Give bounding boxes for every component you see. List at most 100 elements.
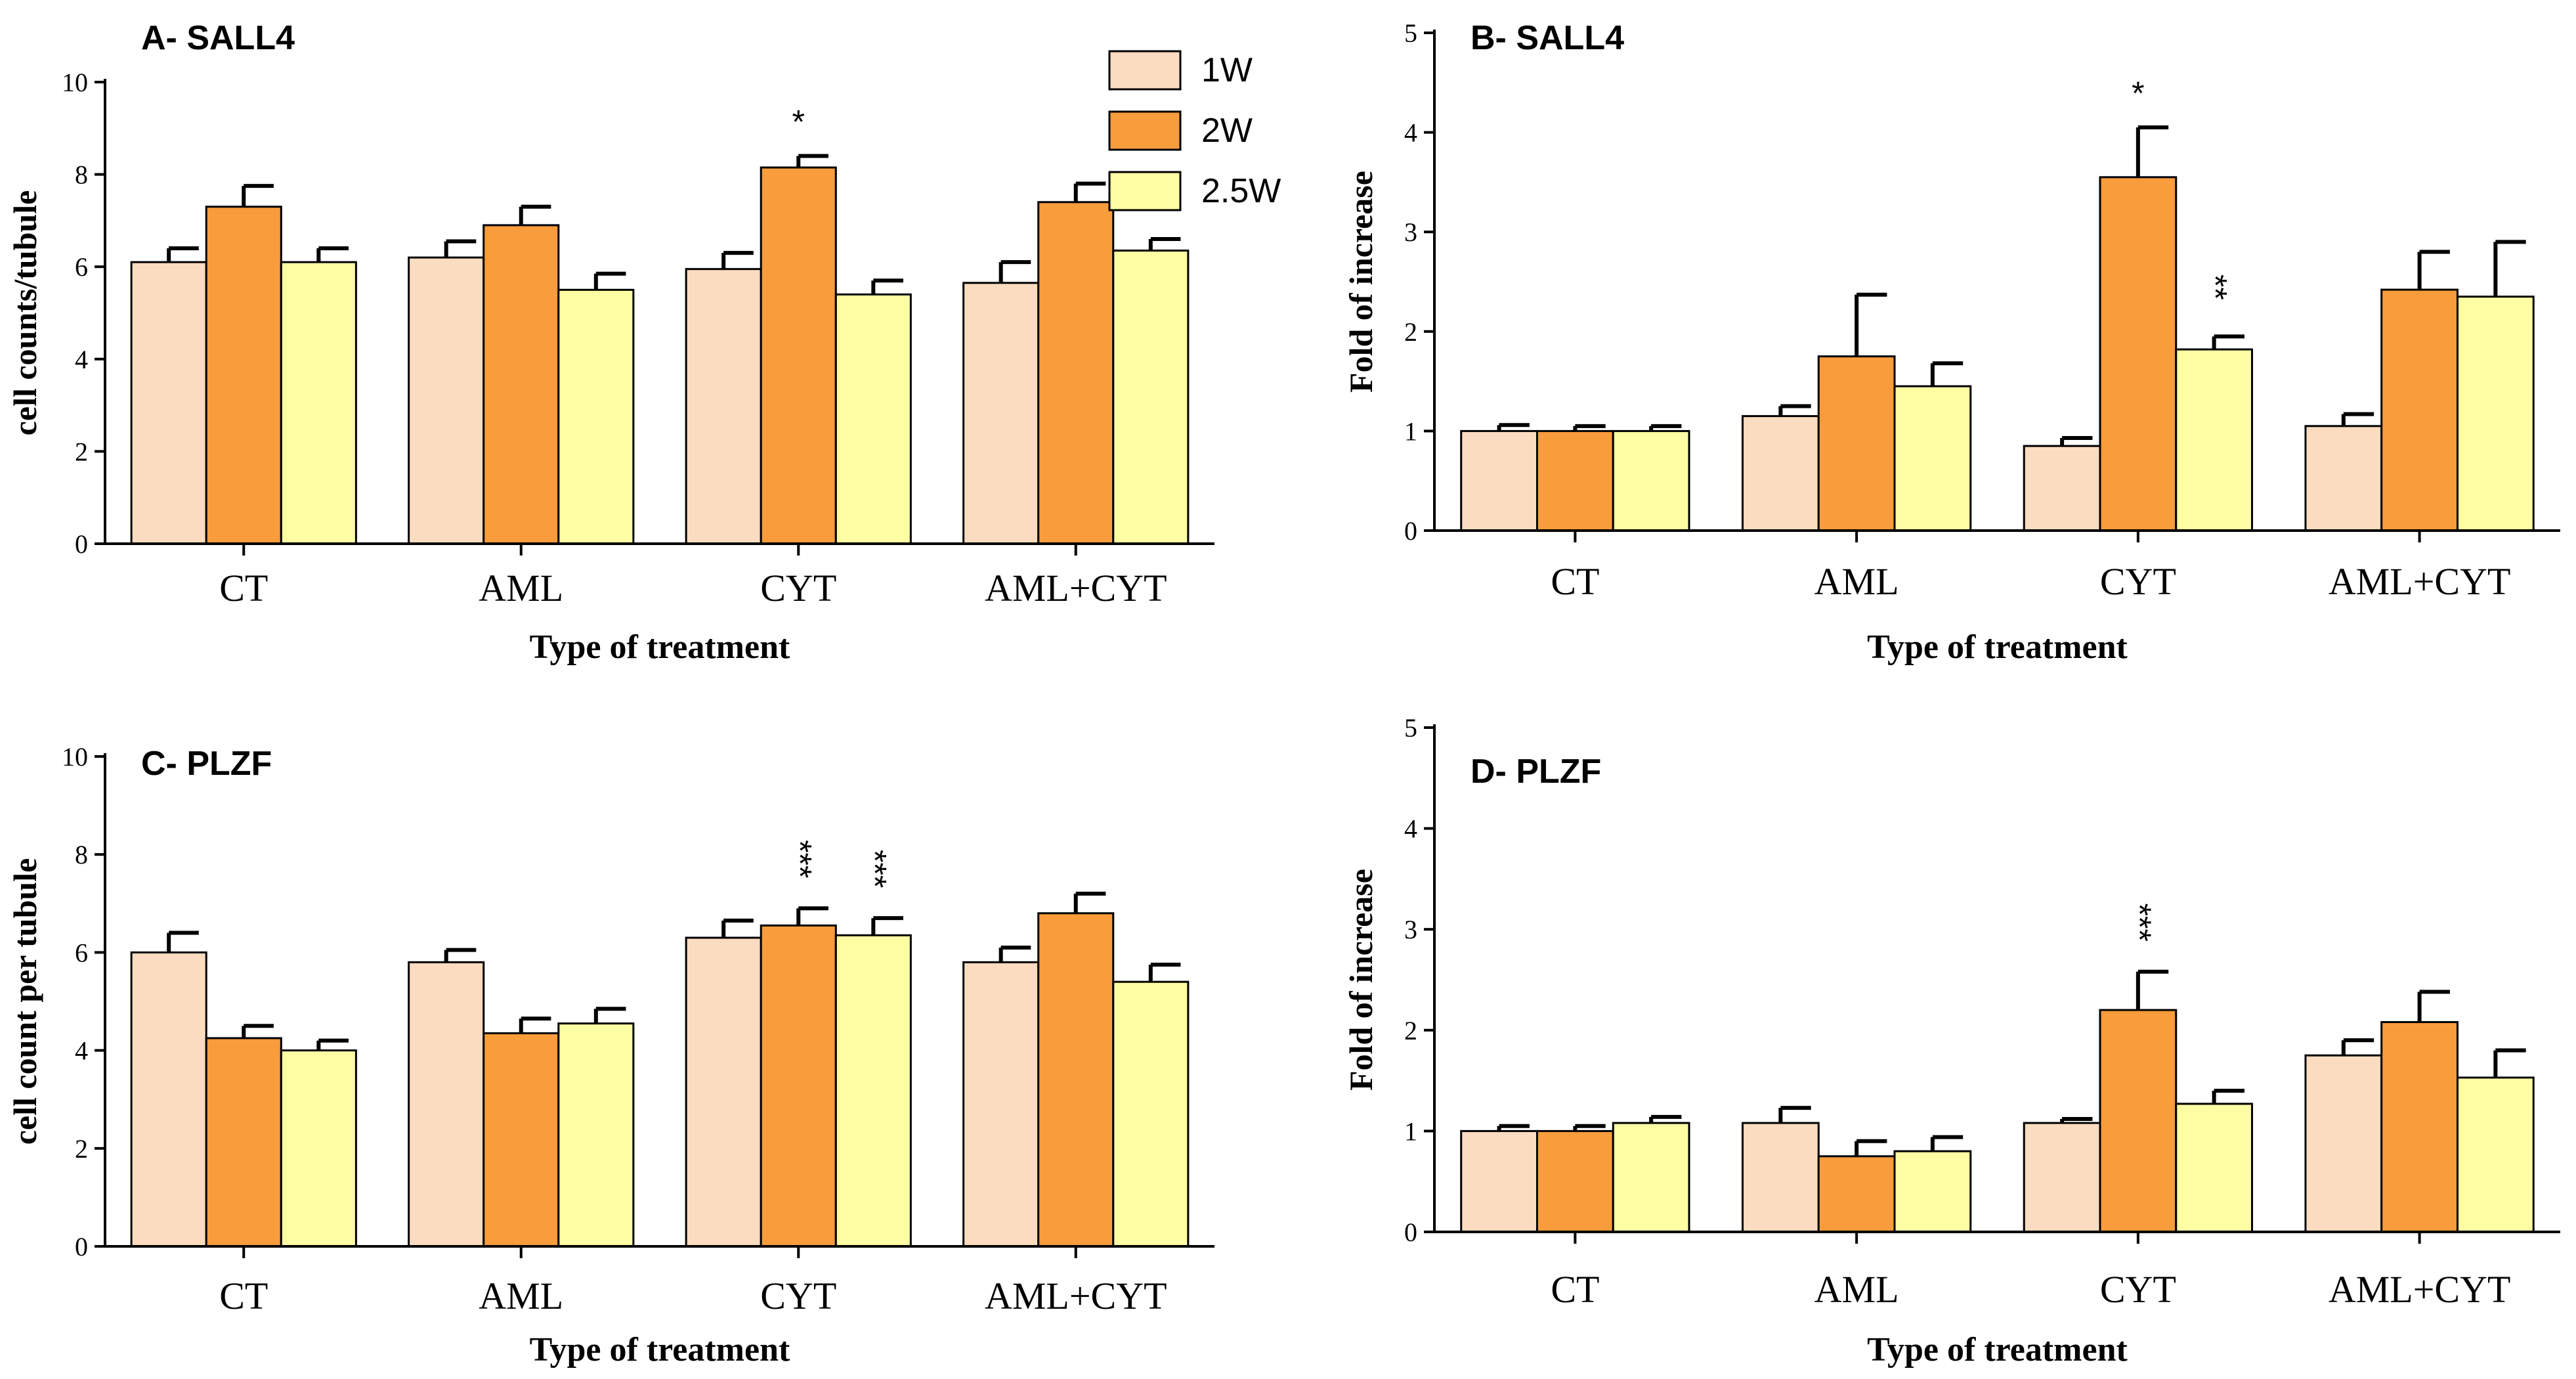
x-tick-label: CYT [2100, 1268, 2176, 1311]
bar [1460, 1129, 1538, 1233]
chart-panel-d: D- PLZF *** 0 1 2 3 4 5 CT AML CYT AML+CYT Type of t… [1342, 713, 2560, 1368]
legend-item: 2W [1108, 110, 1253, 151]
x-tick-label: AML+CYT [2329, 1268, 2511, 1311]
x-tick-label: CYT [760, 1275, 836, 1317]
bar [1817, 355, 1896, 532]
bar [280, 261, 357, 545]
bar [1612, 429, 1690, 532]
chart-panel-c: C- PLZF *** *** 0 2 4 6 8 10 CT AML CYT AML+CYT Type … [7, 742, 1214, 1368]
bar [1037, 201, 1115, 545]
legend-swatch [1108, 50, 1182, 91]
x-axis-label: Type of treatment [1867, 1331, 2128, 1368]
x-tick-label: CT [219, 1275, 268, 1317]
bar [483, 224, 560, 545]
x-tick-label: AML+CYT [985, 567, 1167, 609]
x-tick-label: AML [479, 1275, 563, 1317]
significance-marker: * [2132, 75, 2144, 112]
y-tick-label: 6 [75, 252, 88, 282]
y-tick-label: 0 [1404, 1217, 1417, 1247]
legend-label: 1W [1201, 51, 1253, 89]
x-tick-label: AML+CYT [985, 1275, 1167, 1317]
chart-panel-a: A- SALL4 * 0 2 4 6 8 10 CT AML CYT AML+CYT Type of t… [7, 19, 1214, 666]
legend: 1W 2W 2.5W [1108, 50, 1281, 211]
bar [1037, 912, 1115, 1248]
y-tick-label: 0 [1404, 516, 1417, 546]
bar [205, 206, 282, 545]
y-axis-label: Fold of increase [1342, 869, 1379, 1091]
bar [760, 166, 837, 545]
bar [2380, 288, 2459, 532]
y-tick-label: 8 [75, 840, 88, 869]
bar [130, 951, 207, 1248]
bar [685, 268, 762, 545]
chart-title: D- PLZF [1470, 753, 1601, 791]
bar [2304, 1054, 2383, 1233]
significance-marker: *** [781, 840, 818, 878]
bar [962, 282, 1040, 545]
x-tick-label: CT [1551, 1268, 1599, 1311]
y-tick-label: 3 [1404, 217, 1417, 247]
y-tick-label: 0 [75, 1232, 88, 1261]
bar [408, 256, 485, 545]
y-tick-label: 4 [1404, 814, 1417, 844]
chart-title: A- SALL4 [141, 19, 295, 57]
significance-marker: ** [2197, 274, 2234, 300]
bar [130, 261, 207, 545]
chart-title: B- SALL4 [1470, 19, 1624, 57]
y-tick-label: 1 [1404, 1116, 1417, 1146]
legend-swatch [1108, 110, 1182, 151]
bar [1612, 1122, 1690, 1233]
y-tick-label: 3 [1404, 915, 1417, 944]
y-axis-label: cell count per tubule [7, 858, 43, 1145]
x-tick-label: CT [219, 567, 268, 609]
legend-item: 1W [1108, 50, 1253, 91]
y-tick-label: 1 [1404, 416, 1417, 446]
bar [2175, 348, 2254, 532]
bar [205, 1037, 282, 1248]
y-tick-label: 2 [1404, 1016, 1417, 1045]
chart-title: C- PLZF [141, 745, 272, 783]
y-tick-label: 4 [1404, 118, 1417, 148]
bar [1112, 250, 1190, 545]
bar [1893, 1150, 1972, 1233]
y-tick-label: 6 [75, 938, 88, 967]
bar [1741, 1122, 1820, 1233]
bar [1460, 429, 1538, 532]
bar [2457, 1076, 2535, 1233]
y-tick-label: 8 [75, 160, 88, 190]
bar [1535, 1129, 1614, 1233]
y-tick-label: 2 [75, 1134, 88, 1164]
x-tick-label: CT [1551, 560, 1599, 603]
bar [1893, 385, 1972, 532]
y-tick-label: 4 [75, 1036, 88, 1066]
bar [834, 934, 912, 1248]
x-tick-label: AML [1814, 560, 1899, 603]
significance-marker: * [792, 103, 805, 140]
x-tick-label: CYT [2100, 560, 2176, 603]
significance-marker: *** [856, 850, 893, 888]
bar [2380, 1021, 2459, 1233]
bar [685, 936, 762, 1248]
y-tick-label: 4 [75, 345, 88, 374]
bar [2304, 425, 2383, 532]
y-tick-label: 2 [1404, 317, 1417, 347]
significance-marker: *** [2121, 904, 2158, 942]
bar [2457, 296, 2535, 532]
legend-label: 2.5W [1201, 172, 1281, 210]
bar [483, 1032, 560, 1248]
bar [2099, 1009, 2178, 1233]
bar [760, 924, 837, 1248]
bar [280, 1049, 357, 1248]
bar [557, 1022, 635, 1248]
bar [557, 288, 635, 545]
legend-item: 2.5W [1108, 171, 1281, 211]
x-tick-label: CYT [760, 567, 836, 609]
bar [962, 961, 1040, 1248]
y-tick-label: 2 [75, 437, 88, 466]
legend-swatch [1108, 171, 1182, 211]
x-tick-label: AML [1814, 1268, 1899, 1311]
bar [2175, 1103, 2254, 1233]
bar [408, 961, 485, 1248]
